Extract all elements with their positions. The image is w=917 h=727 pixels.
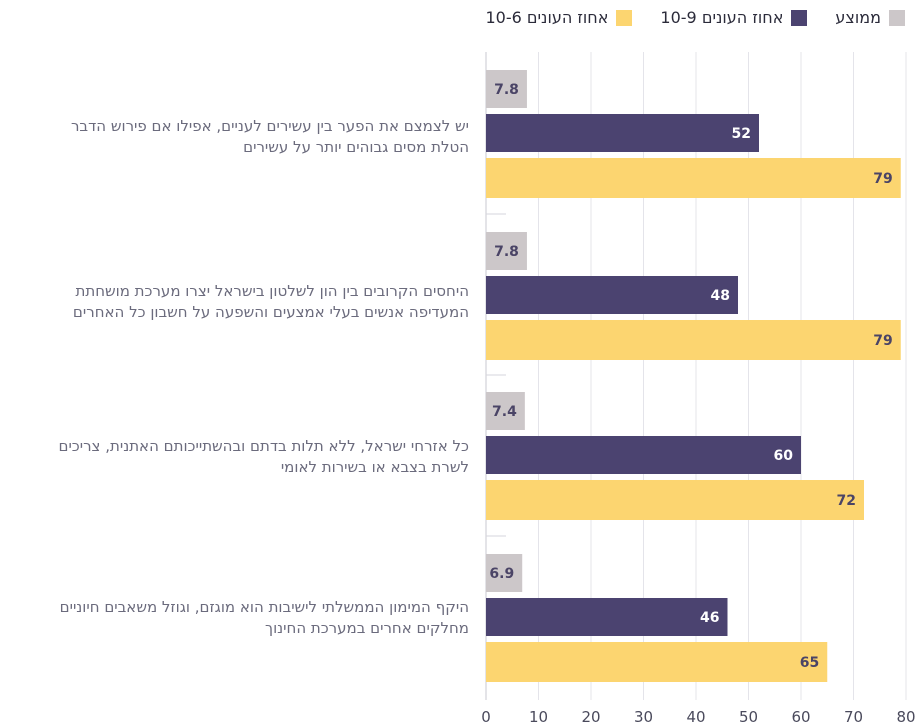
legend-swatch-narrow — [791, 9, 808, 26]
x-tick-label-60: 60 — [791, 708, 810, 726]
data-label-series1-cat4: 6.9 — [489, 566, 514, 582]
legend-label-average: ממוצע — [835, 8, 881, 27]
bar-series2-cat3 — [486, 436, 801, 474]
data-label-series2-cat3: 60 — [774, 448, 794, 464]
x-tick-label-20: 20 — [581, 708, 600, 726]
data-label-series1-cat1: 7.8 — [494, 82, 519, 98]
x-tick-label-50: 50 — [739, 708, 758, 726]
x-tick-label-10: 10 — [529, 708, 548, 726]
bar-series1-cat1 — [486, 70, 527, 108]
bar-series3-cat3 — [486, 480, 864, 520]
legend-item-average: ממוצע — [835, 8, 905, 27]
bar-series3-cat2 — [486, 320, 901, 360]
data-label-series2-cat2: 48 — [711, 288, 730, 304]
data-label-series2-cat4: 46 — [700, 610, 719, 626]
category-label-2: היחסים הקרובים בין הון לשלטון בישראל יצר… — [72, 282, 469, 321]
bar-series3-cat4 — [486, 642, 828, 682]
bar-series1-cat4 — [486, 554, 523, 592]
legend-swatch-average — [889, 9, 905, 26]
data-label-series3-cat4: 65 — [800, 655, 819, 671]
bar-series2-cat4 — [486, 598, 728, 636]
legend: אחוז העונים 10-6 אחוז העונים 10-9 ממוצע — [485, 8, 905, 27]
legend-label-narrow: אחוז העונים 10-9 — [660, 8, 784, 27]
bar-series2-cat2 — [486, 276, 738, 314]
category-label-1: יש לצמצם את הפער בין עשירים לעניים, אפיל… — [70, 117, 469, 156]
legend-swatch-wide — [616, 9, 633, 26]
legend-label-wide: אחוז העונים 10-6 — [485, 8, 609, 27]
x-tick-label-30: 30 — [634, 708, 653, 726]
category-label-3: כל אזרחי ישראל, ללא תלות בדתם ובהשתייכות… — [58, 437, 469, 476]
category-label-4: היקף המימון הממשלתי לישיבות הוא מוגזם, ו… — [59, 598, 469, 637]
x-tick-label-80: 80 — [896, 708, 915, 726]
data-label-series3-cat1: 79 — [873, 171, 892, 187]
x-tick-label-70: 70 — [844, 708, 863, 726]
data-label-series1-cat2: 7.8 — [494, 244, 519, 260]
bar-series2-cat1 — [486, 114, 759, 152]
data-label-series1-cat3: 7.4 — [492, 404, 517, 420]
data-label-series3-cat2: 79 — [873, 333, 892, 349]
x-tick-label-40: 40 — [686, 708, 705, 726]
bar-series3-cat1 — [486, 158, 901, 198]
legend-item-top-box-wide: אחוז העונים 10-6 — [485, 8, 633, 27]
x-tick-label-0: 0 — [481, 708, 491, 726]
bar-series1-cat2 — [486, 232, 527, 270]
legend-item-top-box-narrow: אחוז העונים 10-9 — [660, 8, 808, 27]
data-label-series2-cat1: 52 — [732, 126, 751, 142]
data-label-series3-cat3: 72 — [837, 493, 856, 509]
bar-series1-cat3 — [486, 392, 525, 430]
